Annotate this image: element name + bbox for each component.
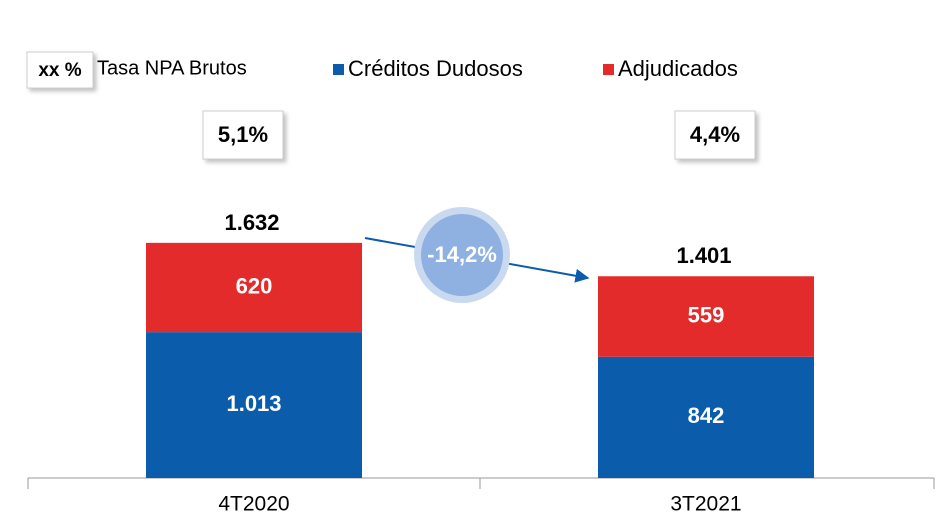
legend-swatch: [333, 64, 344, 75]
value-label: 559: [688, 302, 725, 327]
change-bubble: [421, 214, 503, 296]
total-label: 1.632: [224, 210, 279, 235]
value-label: 842: [688, 403, 725, 428]
npa-rate-label: 4,4%: [690, 122, 740, 147]
legend-note-box: [26, 51, 94, 89]
legend-note-label: Tasa NPA Brutos: [97, 57, 247, 79]
npa-rate-box: [202, 110, 284, 160]
bar-segment: [146, 332, 362, 478]
legend-label: Adjudicados: [618, 56, 738, 81]
total-label: 1.401: [676, 243, 731, 268]
legend-note-sample: xx %: [38, 60, 81, 81]
bar-segment: [146, 242, 362, 333]
legend-swatch: [603, 64, 614, 75]
x-tick-label: 4T2020: [218, 493, 289, 516]
legend-label: Créditos Dudosos: [348, 56, 523, 81]
bar-segment: [598, 356, 814, 478]
npa-rate-label: 5,1%: [218, 122, 268, 147]
value-label: 620: [236, 273, 273, 298]
change-label: -14,2%: [427, 242, 497, 267]
npa-rate-box: [674, 110, 756, 160]
bar-segment: [598, 276, 814, 357]
value-label: 1.013: [226, 391, 281, 416]
x-tick-label: 3T2021: [670, 493, 741, 516]
